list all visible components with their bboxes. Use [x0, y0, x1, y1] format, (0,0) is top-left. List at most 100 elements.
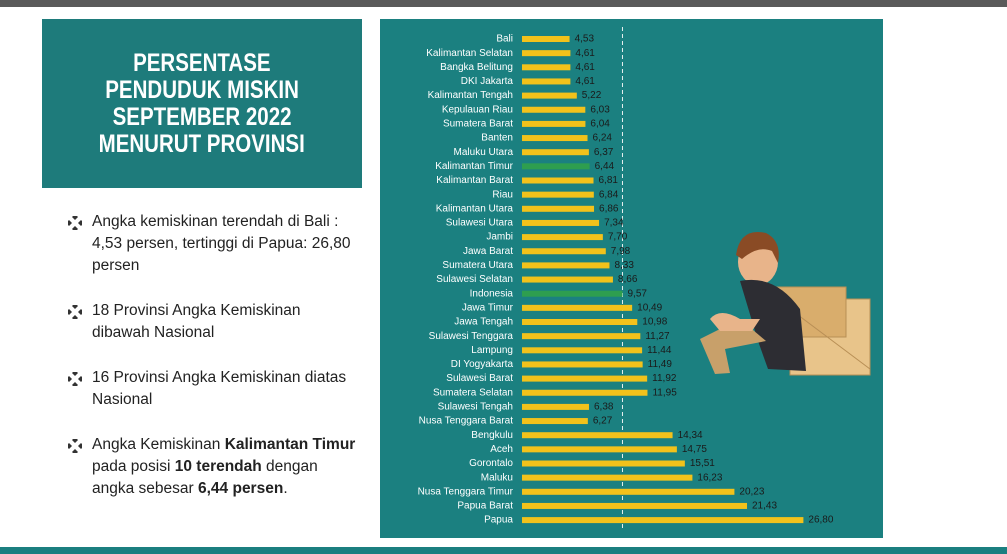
bullet-diamond	[68, 220, 72, 226]
value-label: 6,38	[594, 402, 614, 413]
bar	[522, 135, 588, 142]
category-label: Kalimantan Selatan	[426, 48, 513, 59]
title-line: SEPTEMBER 2022	[112, 102, 292, 131]
category-label: Indonesia	[470, 288, 514, 299]
bar	[522, 248, 606, 255]
bullet-text: 6,44 persen	[198, 480, 284, 497]
bullet-diamond	[78, 309, 82, 315]
value-label: 11,95	[652, 387, 677, 398]
bar	[522, 446, 677, 453]
category-label: Kepulauan Riau	[442, 104, 513, 115]
value-label: 6,04	[590, 119, 610, 130]
value-label: 6,03	[590, 104, 610, 115]
bar	[522, 163, 590, 170]
chart: Bali 4,53 Kalimantan Selatan 4,61 Bangka Bel…	[380, 19, 883, 538]
category-label: Sulawesi Utara	[446, 218, 514, 229]
value-label: 6,86	[599, 203, 619, 214]
bar	[522, 276, 613, 283]
bar	[522, 361, 643, 368]
bar	[522, 205, 595, 212]
category-label: Aceh	[490, 444, 513, 455]
category-label: Sumatera Selatan	[433, 387, 513, 398]
illustration	[700, 231, 871, 376]
bullet-text: 18 Provinsi Angka Kemiskinan dibawah Nas…	[92, 302, 301, 341]
category-label: Jawa Timur	[462, 302, 514, 313]
category-label: Jambi	[486, 232, 513, 243]
bullet-diamond	[72, 372, 78, 376]
category-label: Riau	[492, 189, 513, 200]
value-label: 6,84	[599, 189, 619, 200]
value-label: 20,23	[739, 486, 764, 497]
value-label: 8,66	[618, 274, 638, 285]
bar	[522, 319, 638, 325]
bar	[522, 488, 735, 495]
category-label: Sumatera Utara	[442, 260, 513, 271]
bullet-diamond	[68, 309, 72, 315]
category-label: Bali	[496, 34, 513, 45]
category-label: Jawa Tengah	[454, 317, 513, 328]
bullet-diamond	[72, 305, 78, 309]
bullet-text: pada posisi	[92, 458, 175, 475]
value-label: 14,75	[682, 444, 707, 455]
bullet: 18 Provinsi Angka Kemiskinan dibawah Nas…	[68, 300, 362, 344]
value-label: 4,61	[575, 48, 595, 59]
category-label: Papua	[484, 515, 513, 526]
category-label: Kalimantan Utara	[436, 203, 514, 214]
category-label: Maluku	[481, 472, 513, 483]
value-label: 7,70	[608, 232, 628, 243]
category-label: Kalimantan Timur	[435, 161, 513, 172]
bullet-diamond	[72, 439, 78, 443]
category-label: DKI Jakarta	[461, 76, 514, 87]
sweater	[740, 279, 806, 371]
bar	[522, 403, 589, 410]
value-label: 10,98	[642, 317, 667, 328]
category-label: Jawa Barat	[463, 246, 513, 257]
bar	[522, 347, 643, 354]
value-label: 26,80	[808, 515, 833, 526]
legs	[700, 319, 766, 374]
value-label: 6,44	[595, 161, 615, 172]
value-label: 4,61	[575, 62, 595, 73]
bullet: Angka kemiskinan terendah di Bali : 4,53…	[68, 211, 362, 277]
bullet-icon	[68, 439, 82, 453]
category-label: Sumatera Barat	[443, 119, 513, 130]
value-label: 8,33	[614, 260, 634, 271]
hands	[710, 313, 760, 331]
category-label: Sulawesi Selatan	[436, 274, 513, 285]
category-label: Sulawesi Tenggara	[429, 331, 514, 342]
value-label: 11,44	[647, 345, 672, 356]
bar	[522, 191, 594, 198]
bar	[522, 219, 600, 226]
title-panel: PERSENTASE PENDUDUK MISKIN SEPTEMBER 202…	[42, 19, 362, 188]
bullet-icon	[68, 372, 82, 386]
bullet-text: .	[283, 480, 288, 497]
bullet-text: Angka Kemiskinan	[92, 436, 225, 453]
bar	[522, 290, 623, 297]
bullet-text: Angka kemiskinan terendah di Bali : 4,53…	[92, 213, 351, 274]
bar	[522, 333, 641, 340]
category-label: Nusa Tenggara Barat	[419, 416, 514, 427]
value-label: 21,43	[752, 501, 777, 512]
category-label: Lampung	[471, 345, 513, 356]
bullet-list: Angka kemiskinan terendah di Bali : 4,53…	[68, 211, 368, 523]
value-label: 5,22	[582, 90, 602, 101]
bar	[522, 375, 648, 382]
bar	[522, 418, 588, 425]
value-label: 10,49	[637, 302, 662, 313]
bar	[522, 36, 570, 42]
category-label: Kalimantan Barat	[436, 175, 513, 186]
bullet-diamond	[68, 376, 72, 382]
bar	[522, 177, 594, 184]
value-label: 4,53	[575, 34, 595, 45]
value-label: 7,98	[611, 246, 631, 257]
bar	[522, 502, 748, 509]
category-label: Papua Barat	[457, 501, 513, 512]
bar	[522, 92, 577, 99]
category-label: Kalimantan Tengah	[428, 90, 513, 101]
value-label: 9,57	[627, 288, 647, 299]
bar	[522, 106, 586, 113]
top-bar	[0, 0, 1007, 7]
bullet: 16 Provinsi Angka Kemiskinan diatas Nasi…	[68, 367, 362, 411]
bar	[522, 460, 685, 467]
